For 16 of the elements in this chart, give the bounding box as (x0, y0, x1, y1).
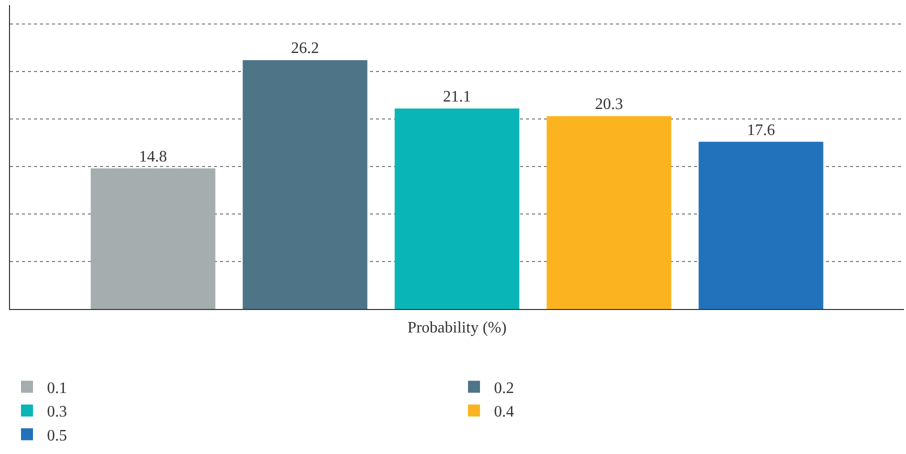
x-axis-title: Probability (%) (407, 320, 507, 337)
data-label: 17.6 (746, 122, 775, 139)
bar (90, 168, 216, 309)
data-label: 21.1 (443, 88, 471, 106)
bar (394, 108, 520, 309)
legend-label: 0.3 (47, 404, 67, 421)
legend-label: 0.1 (47, 380, 67, 397)
data-label: 20.3 (594, 96, 623, 114)
legend-label: 0.5 (47, 428, 67, 445)
bar (698, 142, 824, 309)
legend-label: 0.2 (494, 380, 514, 397)
data-label: 14.8 (139, 148, 168, 166)
bar (546, 116, 672, 309)
data-label: 26.2 (291, 40, 320, 58)
legend-label: 0.4 (494, 404, 514, 421)
bar (242, 60, 368, 309)
